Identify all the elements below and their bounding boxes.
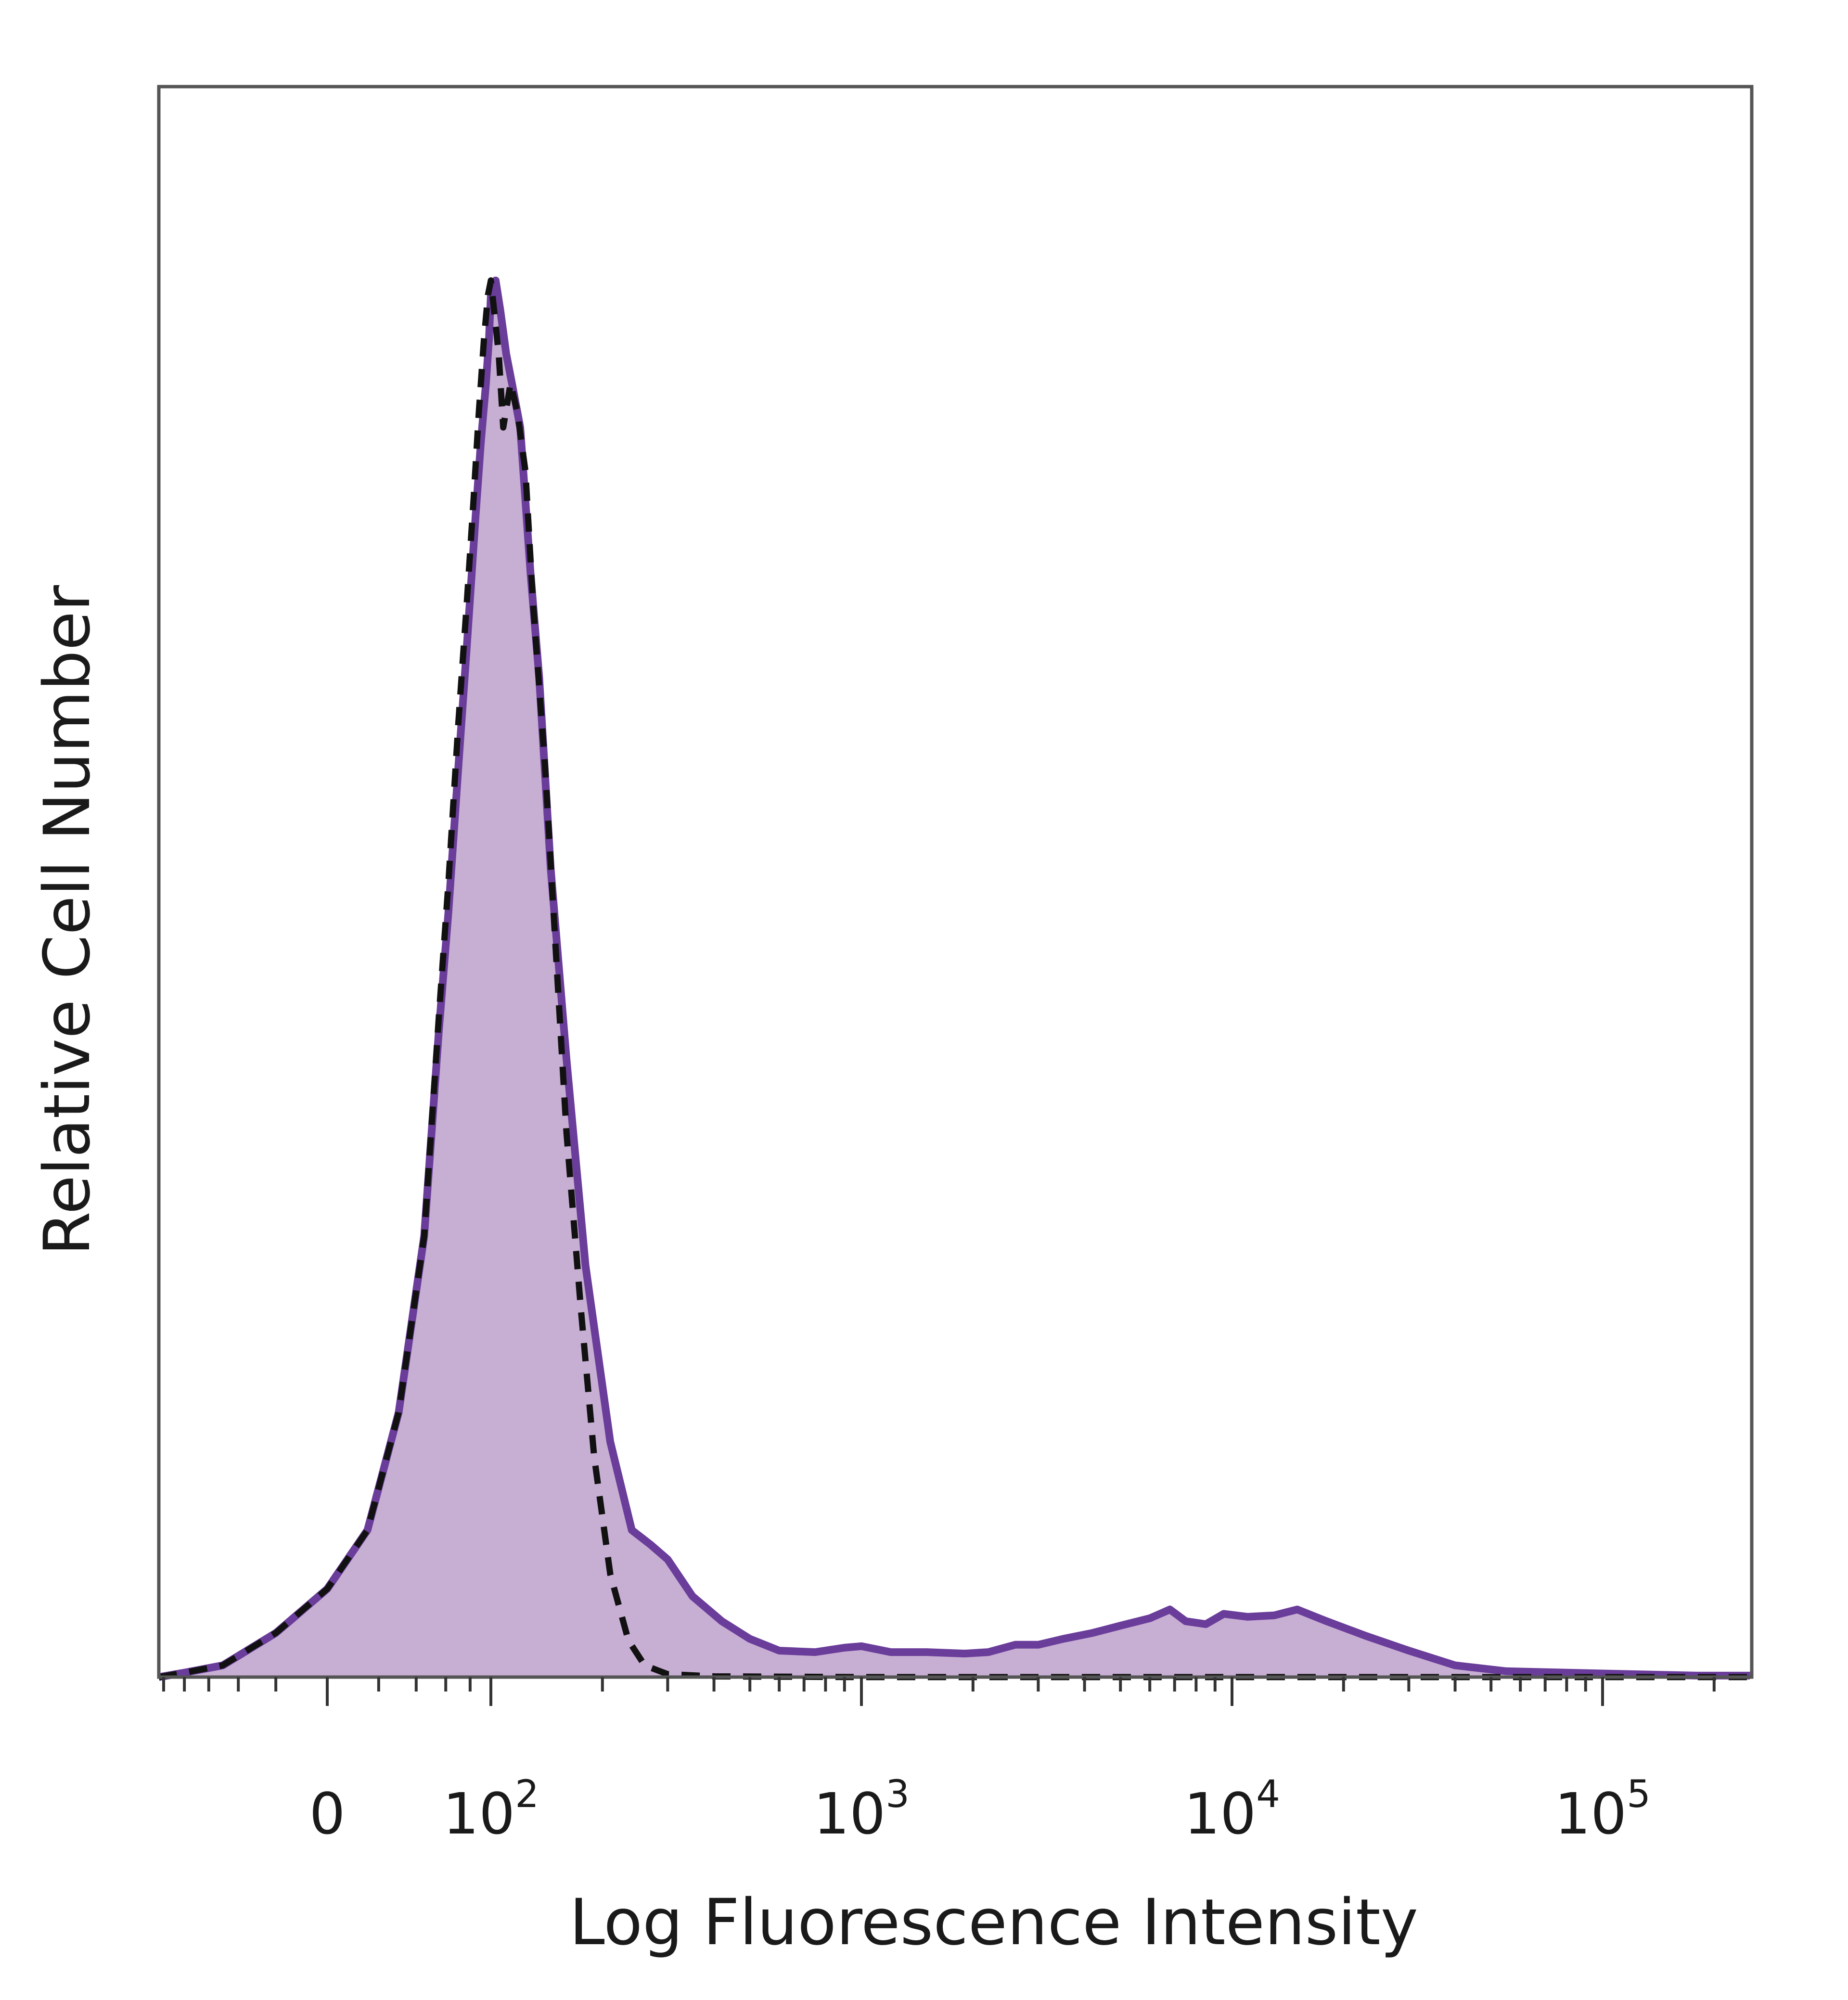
series-layer xyxy=(158,276,1750,1681)
y-axis-title: Relative Cell Number xyxy=(30,585,104,1256)
series-1-dashed-line xyxy=(158,277,1750,1680)
x-tick-label-0: 0 xyxy=(309,1781,345,1847)
x-tick-label-4: 105 xyxy=(1554,1773,1651,1847)
x-tick-label-2: 103 xyxy=(813,1773,910,1847)
x-axis-title: Log Fluorescence Intensity xyxy=(569,1885,1418,1960)
x-tick-marks xyxy=(162,1677,1716,1706)
x-tick-label-3: 104 xyxy=(1184,1773,1280,1847)
x-tick-label-1: 102 xyxy=(443,1773,539,1847)
series-0-area xyxy=(159,280,1750,1677)
series-0-line xyxy=(158,276,1750,1681)
x-tick-labels: 0 102 103 104 105 xyxy=(309,1773,1650,1847)
plot-frame xyxy=(157,85,1754,1679)
